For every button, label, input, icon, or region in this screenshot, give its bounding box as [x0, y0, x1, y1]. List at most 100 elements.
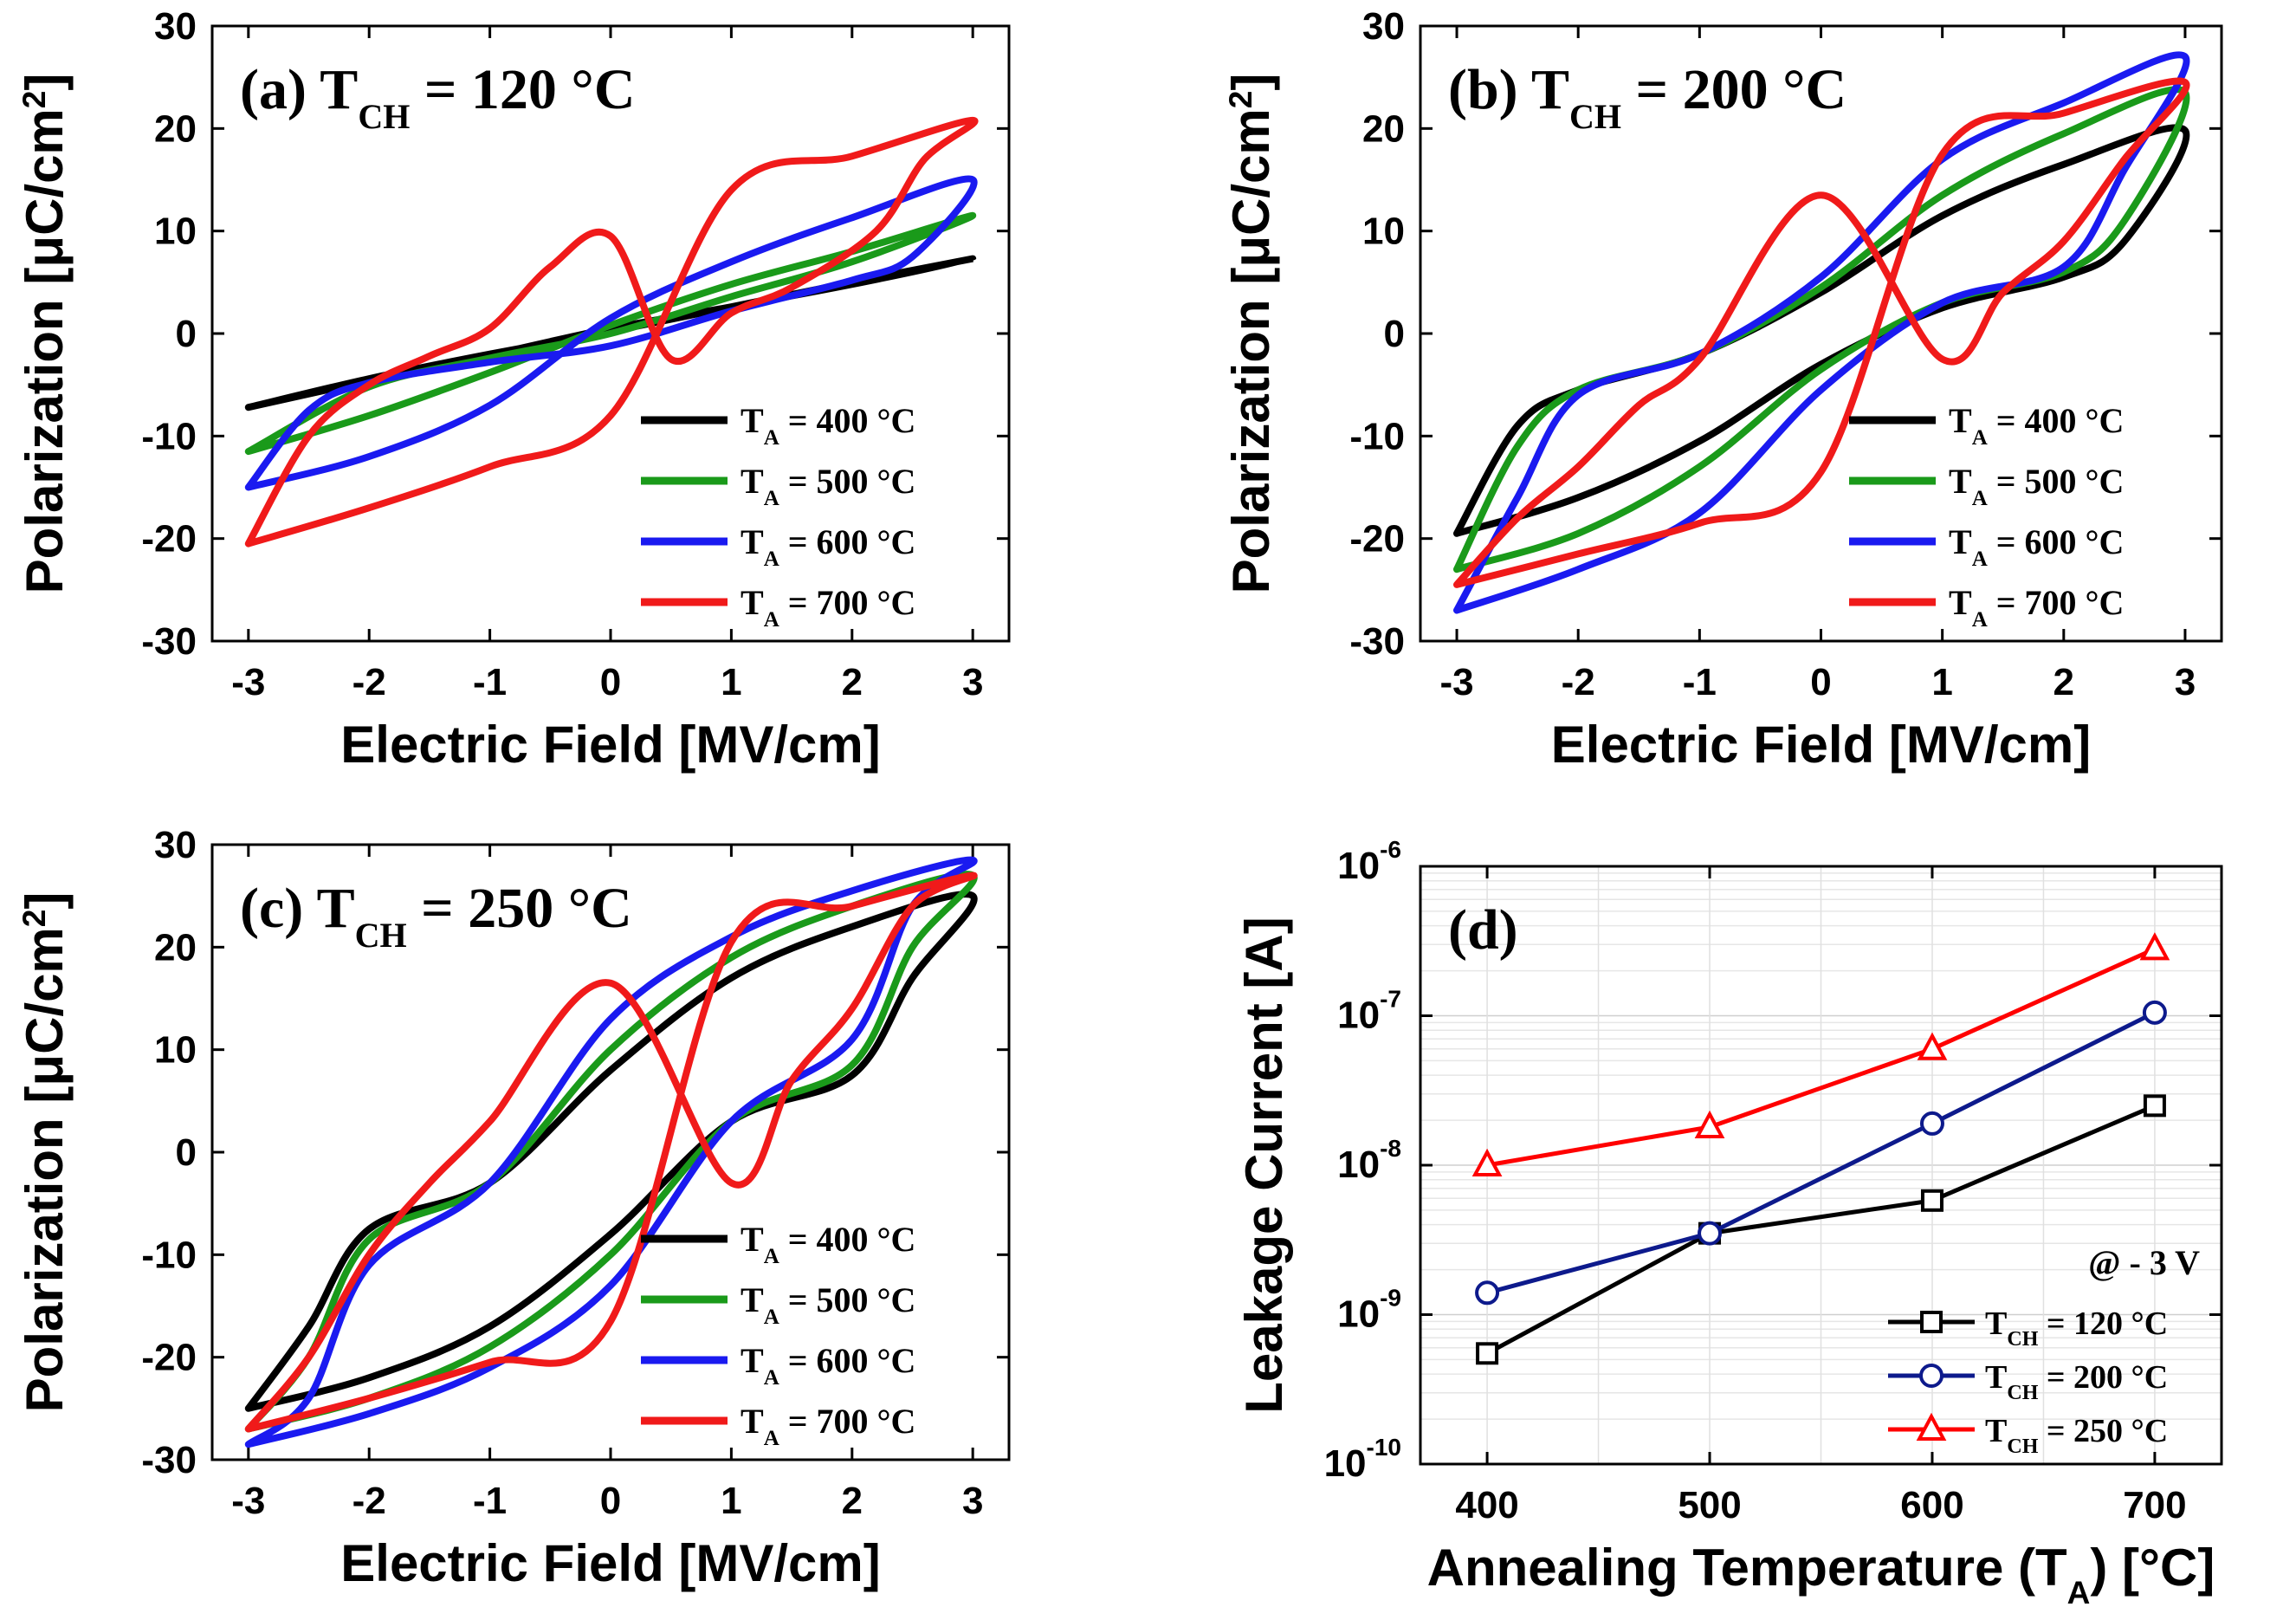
legend-label-main: T: [741, 1220, 764, 1259]
panel-label-text: (a): [240, 58, 307, 121]
hysteresis-loop-3: [1453, 77, 2190, 588]
data-point-triangle: [1471, 1148, 1503, 1176]
legend-label-rest: = 700 °C: [779, 1402, 916, 1441]
legend-label-sub: A: [764, 608, 779, 632]
y-tick-label: -20: [1349, 518, 1405, 561]
y-tick-label: -10: [141, 1234, 197, 1276]
y-axis-title-rest: ]: [16, 892, 74, 910]
legend-label-main: T: [1949, 522, 1972, 561]
y-tick-base: 10: [1337, 1293, 1380, 1336]
y-tick-label: -10: [141, 415, 197, 457]
x-axis-title: Annealing Temperature (TA) [°C]: [1427, 1539, 2215, 1607]
panel-title-sub: CH: [355, 916, 407, 955]
legend-label-main: T: [1985, 1359, 2007, 1396]
legend-label-sub: A: [1972, 487, 1988, 510]
legend-label-rest: = 700 °C: [1988, 583, 2125, 622]
y-tick-exp: -10: [1367, 1434, 1401, 1461]
panel-label-text: (b): [1448, 58, 1518, 121]
legend-label-main: T: [1985, 1306, 2007, 1342]
series-line-0: [1485, 1104, 2156, 1356]
series-line-1: [1486, 1010, 2157, 1295]
x-tick-label: -1: [473, 1480, 507, 1522]
legend-label-sub: A: [764, 1245, 779, 1268]
y-axis-title: Polarization [μC/cm2]: [1222, 74, 1280, 594]
x-tick-label: 0: [600, 661, 621, 703]
legend-label-main: T: [741, 522, 764, 561]
x-tick-label: -3: [231, 661, 265, 703]
legend-label-rest: = 250 °C: [2038, 1413, 2168, 1449]
panel-title-rest: = 200 °C: [1621, 58, 1847, 121]
y-tick-base: 10: [1337, 1144, 1380, 1186]
legend-label-main: T: [1949, 583, 1972, 622]
legend-label: TA = 400 °C: [741, 1220, 915, 1268]
hysteresis-loop-3: [244, 872, 978, 1433]
y-axis-title-sup: 2: [16, 91, 52, 109]
y-tick-label: 10: [1362, 211, 1405, 253]
legend-label-rest: = 400 °C: [779, 401, 916, 440]
panel-title-rest: = 120 °C: [410, 58, 635, 121]
legend-label-sub: CH: [2007, 1328, 2038, 1351]
data-point-triangle: [1694, 1110, 1725, 1138]
data-point-circle: [1919, 1111, 1944, 1136]
grid: [1420, 866, 2222, 1465]
legend-label: TA = 400 °C: [1949, 401, 2124, 450]
legend-label-main: T: [1949, 401, 1972, 440]
x-axis: -3 -2 -1 0 1 2 3: [231, 845, 983, 1522]
x-tick-label: 1: [721, 1480, 741, 1522]
legend-label-sub: A: [764, 1306, 779, 1329]
x-axis: -3 -2 -1 0 1 2 3: [1439, 26, 2196, 703]
y-axis: -30 -20 -10 0 10 20 30: [141, 824, 1009, 1481]
x-axis: 400 500 600 700: [1455, 866, 2187, 1526]
legend-label-main: T: [741, 462, 764, 501]
y-tick-label: -20: [141, 518, 197, 561]
legend-label-main: T: [741, 401, 764, 440]
series-group: [1471, 932, 2170, 1365]
y-axis-title-rest: ]: [1222, 74, 1280, 91]
x-tick-label: 2: [842, 661, 863, 703]
legend-label: TA = 500 °C: [1949, 462, 2124, 510]
x-tick-label: -2: [352, 661, 386, 703]
x-tick-label: 500: [1678, 1484, 1741, 1526]
y-axis: -30 -20 -10 0 10 20 30: [141, 5, 1009, 663]
panel-title-main: T: [307, 58, 358, 121]
legend-label-main: T: [1949, 462, 1972, 501]
panel-label: (c) TCH = 250 °C: [240, 877, 632, 955]
panel-label: (a) TCH = 120 °C: [240, 58, 635, 136]
y-tick-label: 30: [1362, 5, 1405, 48]
legend-label-rest: = 120 °C: [2038, 1306, 2168, 1342]
x-axis-title-sub: A: [2067, 1575, 2091, 1607]
panel-label: (b) TCH = 200 °C: [1448, 58, 1847, 136]
y-tick-label: 20: [154, 926, 197, 969]
series-group: [1453, 51, 2190, 614]
x-tick-label: -3: [231, 1480, 265, 1522]
x-tick-label: 3: [2175, 661, 2196, 703]
x-tick-label: 1: [721, 661, 741, 703]
legend-marker: [1920, 1311, 1943, 1333]
panel-d: 400 500 600 70010-1010-910-810-710-6Anneali…: [1235, 836, 2223, 1607]
legend-label: TA = 600 °C: [1949, 522, 2124, 571]
y-axis-title-main: Polarization [μC/cm: [1222, 108, 1280, 593]
x-tick-label: -2: [352, 1480, 386, 1522]
legend-label: TA = 500 °C: [741, 462, 915, 510]
legend: TA = 400 °CTA = 500 °CTA = 600 °CTA = 70…: [641, 1220, 915, 1450]
y-tick-label: 10: [154, 211, 197, 253]
x-tick-label: 2: [842, 1480, 863, 1522]
legend-note: @ - 3 V: [2088, 1243, 2200, 1282]
hysteresis-loop-2: [244, 175, 978, 491]
panel-title-main: T: [303, 877, 354, 940]
y-axis-title-main: Polarization [μC/cm: [16, 108, 74, 593]
y-tick-exp: -7: [1380, 986, 1401, 1013]
x-tick-label: 2: [2053, 661, 2074, 703]
x-axis-title: Electric Field [MV/cm]: [340, 716, 881, 774]
legend-label: TA = 700 °C: [741, 1402, 915, 1450]
legend-label-rest: = 200 °C: [2038, 1359, 2168, 1396]
y-axis-title: Polarization [μC/cm2]: [16, 892, 74, 1413]
series-line-2: [1486, 947, 2156, 1168]
panel-title-sub: CH: [358, 97, 410, 136]
legend-label-main: T: [741, 1280, 764, 1319]
y-tick-base: 10: [1324, 1442, 1367, 1485]
